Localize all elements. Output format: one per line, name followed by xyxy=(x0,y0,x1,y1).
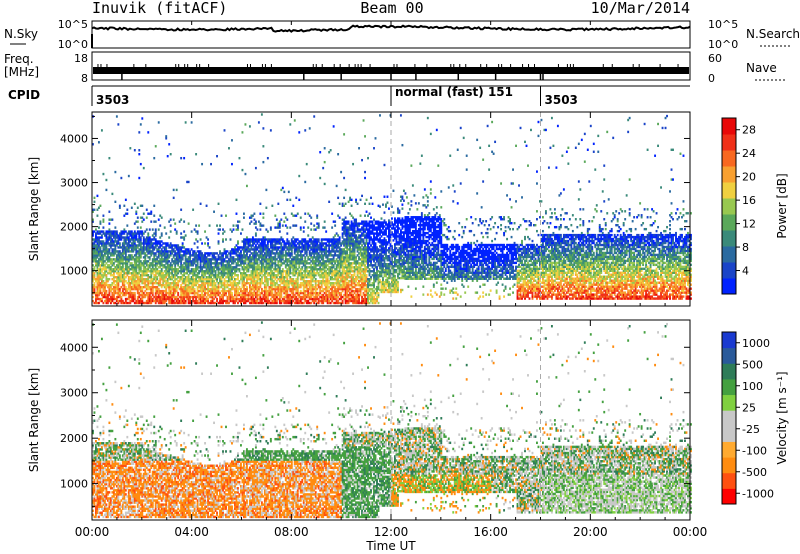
cpid-entry: 3503 xyxy=(96,93,129,107)
x-tick-label: 04:00 xyxy=(174,525,209,539)
cpid-panel: CPID 3503 normal (fast) 151 3503 xyxy=(8,85,690,107)
time-axis: 00:00 04:00 08:00 12:00 16:00 20:00 00:00 xyxy=(75,21,708,539)
colorbar-tick-label: 12 xyxy=(742,218,756,231)
freq-tick-low: 8 xyxy=(81,72,88,85)
y-tick-label: 2000 xyxy=(60,432,88,445)
colorbar-tick-label: 1000 xyxy=(742,337,770,350)
nsky-trace xyxy=(91,24,691,33)
velocity-y-label: Slant Range [km] xyxy=(27,368,41,472)
station-title: Inuvik (fitACF) xyxy=(92,0,227,17)
nsearch-tick-low: 10^0 xyxy=(708,38,738,51)
nsky-panel: N.Sky 10^5 10^0 10^5 10^0 N.Search xyxy=(4,18,800,51)
colorbar-tick-label: 500 xyxy=(742,358,763,371)
x-tick-label: 00:00 xyxy=(673,525,708,539)
y-tick-label: 3000 xyxy=(60,177,88,190)
freq-panel: Freq. [MHz] 18 8 60 0 Nave xyxy=(4,51,785,85)
x-axis-label: Time UT xyxy=(365,539,416,553)
cpid-entry: 3503 xyxy=(545,93,578,107)
cpid-label: CPID xyxy=(8,88,40,102)
power-panel: 1000 2000 3000 4000 Slant Range [km] 4 8 12 16… xyxy=(27,111,789,307)
colorbar-tick-label: 4 xyxy=(742,265,749,278)
y-tick-label: 2000 xyxy=(60,221,88,234)
power-colorbar-label: Power [dB] xyxy=(775,173,789,238)
y-tick-label: 3000 xyxy=(60,387,88,400)
nsky-tick-high: 10^5 xyxy=(58,18,88,31)
colorbar-tick-label: -1000 xyxy=(742,487,774,500)
x-tick-label: 12:00 xyxy=(374,525,409,539)
y-tick-label: 1000 xyxy=(60,265,88,278)
freq-tick-high: 18 xyxy=(74,52,88,65)
cpid-entries: 3503 normal (fast) 151 3503 xyxy=(91,85,578,107)
nave-tick-high: 60 xyxy=(708,52,722,65)
nave-tick-low: 0 xyxy=(708,72,715,85)
y-tick-label: 4000 xyxy=(60,132,88,145)
freq-label: Freq. xyxy=(4,52,34,66)
velocity-colorbar: 1000 500 100 25 -25 -100 -500 -1000 xyxy=(721,331,774,505)
x-tick-label: 20:00 xyxy=(573,525,608,539)
x-tick-label: 00:00 xyxy=(75,525,110,539)
colorbar-tick-label: 28 xyxy=(742,124,756,137)
power-colorbar: 4 8 12 16 20 24 28 xyxy=(721,117,756,295)
colorbar-tick-label: 8 xyxy=(742,241,749,254)
nave-marks xyxy=(91,64,679,80)
nsky-tick-low: 10^0 xyxy=(58,38,88,51)
velocity-data-cells xyxy=(92,321,692,519)
colorbar-tick-label: 16 xyxy=(742,194,756,207)
nsearch-tick-high: 10^5 xyxy=(708,18,738,31)
colorbar-tick-label: 20 xyxy=(742,171,756,184)
colorbar-tick-label: -500 xyxy=(742,466,767,479)
colorbar-tick-label: -25 xyxy=(742,423,760,436)
cpid-entry: normal (fast) 151 xyxy=(395,85,513,99)
x-tick-label: 08:00 xyxy=(274,525,309,539)
freq-unit: [MHz] xyxy=(4,65,39,79)
velocity-colorbar-label: Velocity [m s⁻¹] xyxy=(775,371,789,464)
power-y-axis: 1000 2000 3000 4000 xyxy=(60,115,690,294)
colorbar-tick-label: 100 xyxy=(742,380,763,393)
beam-title: Beam 00 xyxy=(360,0,423,17)
date-title: 10/Mar/2014 xyxy=(591,0,690,17)
velocity-dashed-lines xyxy=(390,320,541,520)
y-tick-label: 1000 xyxy=(60,478,88,491)
nsky-label: N.Sky xyxy=(4,27,38,41)
nave-label: Nave xyxy=(746,61,777,75)
power-data-cells xyxy=(92,113,692,305)
power-y-label: Slant Range [km] xyxy=(27,157,41,261)
colorbar-tick-label: 25 xyxy=(742,401,756,414)
colorbar-tick-label: 24 xyxy=(742,147,756,160)
velocity-y-axis: 1000 2000 3000 4000 xyxy=(60,324,690,507)
nsearch-label: N.Search xyxy=(746,27,800,41)
colorbar-tick-label: -100 xyxy=(742,444,767,457)
velocity-panel: 1000 2000 3000 4000 Slant Range [km] 1000 50… xyxy=(27,319,789,521)
x-tick-label: 16:00 xyxy=(473,525,508,539)
y-tick-label: 4000 xyxy=(60,341,88,354)
